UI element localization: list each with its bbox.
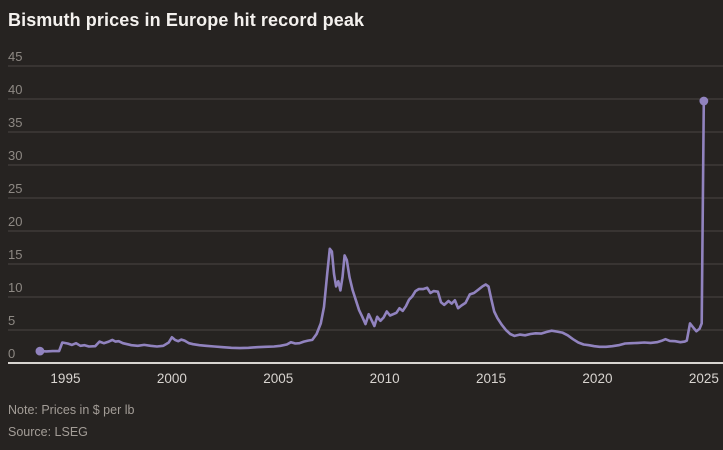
y-tick-label: 5 — [8, 313, 15, 328]
series-end-dot — [699, 96, 709, 106]
series-start-dot — [35, 346, 45, 356]
y-tick-label: 10 — [8, 280, 22, 295]
x-tick-label: 2020 — [582, 371, 612, 386]
x-tick-label: 2015 — [476, 371, 506, 386]
y-tick-label: 15 — [8, 247, 22, 262]
chart-source: Source: LSEG — [8, 425, 88, 439]
chart-note: Note: Prices in $ per lb — [8, 403, 135, 417]
chart-title: Bismuth prices in Europe hit record peak — [8, 10, 365, 30]
y-tick-label: 30 — [8, 148, 22, 163]
x-tick-label: 2000 — [157, 371, 187, 386]
y-tick-label: 25 — [8, 181, 22, 196]
price-line — [38, 99, 706, 353]
y-tick-label: 20 — [8, 214, 22, 229]
y-tick-label: 0 — [8, 346, 15, 361]
y-tick-label: 40 — [8, 82, 22, 97]
x-tick-label: 1995 — [50, 371, 80, 386]
x-tick-label: 2010 — [370, 371, 400, 386]
x-tick-label: 2025 — [689, 371, 719, 386]
y-tick-label: 45 — [8, 49, 22, 64]
y-tick-label: 35 — [8, 115, 22, 130]
x-tick-label: 2005 — [263, 371, 293, 386]
